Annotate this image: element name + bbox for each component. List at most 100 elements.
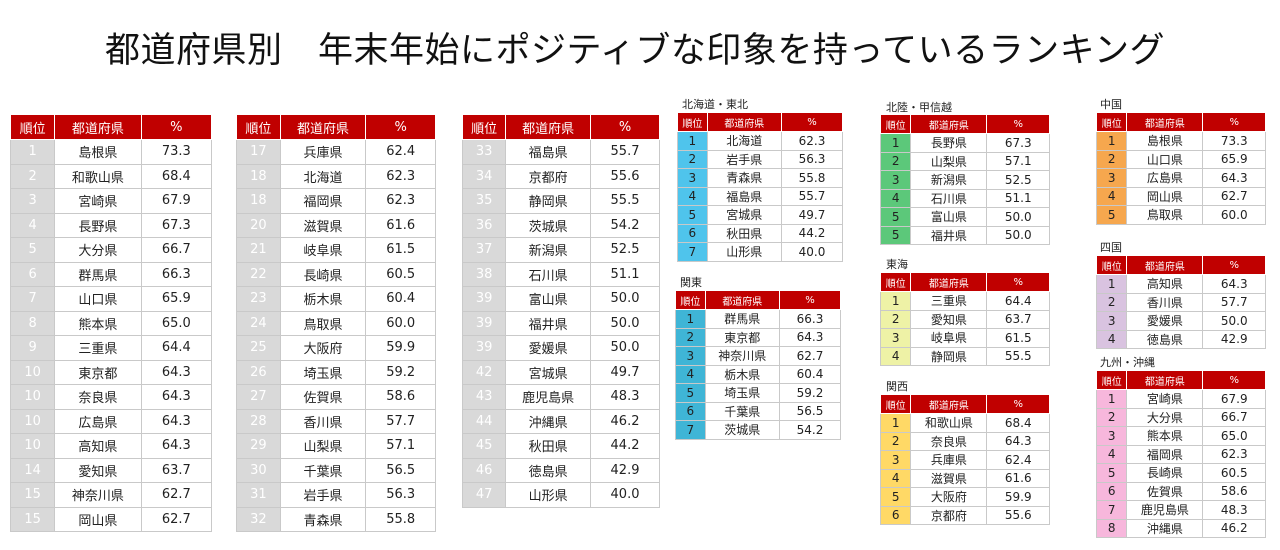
rank-cell: 4 <box>879 188 912 208</box>
prefecture-cell: 滋賀県 <box>279 212 367 238</box>
table-row: 1 島根県 73.3 <box>9 139 213 165</box>
prefecture-header: 都道府県 <box>910 114 988 134</box>
rank-cell: 29 <box>236 433 281 459</box>
percent-cell: 60.0 <box>1202 205 1266 225</box>
percent-cell: 59.9 <box>986 487 1050 507</box>
percent-cell: 68.4 <box>986 413 1050 433</box>
rank-cell: 4 <box>675 364 706 384</box>
table-row: 3 兵庫県 62.4 <box>879 450 1050 470</box>
table-row: 4 福島県 55.7 <box>677 186 844 206</box>
prefecture-cell: 青森県 <box>706 168 782 188</box>
prefecture-cell: 愛媛県 <box>1126 311 1204 331</box>
table-row: 2 岩手県 56.3 <box>677 149 844 169</box>
table-row: 28 香川県 57.7 <box>236 408 436 434</box>
table-row: 5 宮城県 49.7 <box>677 205 844 225</box>
percent-cell: 55.5 <box>986 346 1050 366</box>
table-row: 39 愛媛県 50.0 <box>461 335 660 361</box>
percent-cell: 55.7 <box>590 139 660 165</box>
rank-cell: 31 <box>236 482 281 508</box>
rank-cell: 6 <box>1095 481 1128 501</box>
rank-cell: 37 <box>461 237 507 263</box>
page-title: 都道府県別 年末年始にポジティブな印象を持っているランキング <box>104 31 1166 71</box>
table-row: 24 鳥取県 60.0 <box>236 310 436 336</box>
rank-cell: 1 <box>1095 274 1128 294</box>
percent-cell: 63.7 <box>140 457 213 483</box>
rank-cell: 30 <box>236 457 281 483</box>
table-row: 25 大阪府 59.9 <box>236 335 436 361</box>
table-row: 47 山形県 40.0 <box>461 482 660 508</box>
table-row: 2 愛知県 63.7 <box>879 309 1050 329</box>
percent-header: % <box>780 112 844 132</box>
prefecture-cell: 山形県 <box>706 242 782 262</box>
rank-cell: 39 <box>461 310 507 336</box>
percent-cell: 55.7 <box>780 186 844 206</box>
rank-cell: 6 <box>879 505 912 525</box>
prefecture-cell: 徳島県 <box>1126 329 1204 349</box>
percent-cell: 56.3 <box>365 482 436 508</box>
prefecture-cell: 高知県 <box>54 433 142 459</box>
prefecture-cell: 和歌山県 <box>910 413 988 433</box>
prefecture-cell: 岡山県 <box>54 506 142 532</box>
rank-header: 順位 <box>879 272 912 292</box>
percent-cell: 68.4 <box>140 163 213 189</box>
rank-header: 順位 <box>677 112 708 132</box>
percent-cell: 50.0 <box>590 335 660 361</box>
prefecture-cell: 滋賀県 <box>910 468 988 488</box>
percent-cell: 64.3 <box>140 384 213 410</box>
table-row: 45 秋田県 44.2 <box>461 433 660 459</box>
table-row: 7 茨城県 54.2 <box>675 420 842 440</box>
prefecture-cell: 佐賀県 <box>1126 481 1204 501</box>
prefecture-cell: 広島県 <box>54 408 142 434</box>
percent-header: % <box>986 114 1050 134</box>
percent-cell: 56.3 <box>780 149 844 169</box>
percent-cell: 57.7 <box>1202 292 1266 312</box>
rank-cell: 2 <box>675 327 706 347</box>
rank-cell: 7 <box>675 420 706 440</box>
percent-cell: 55.6 <box>590 163 660 189</box>
region-caption-kyushu-okinawa: 九州・沖縄 <box>1100 356 1155 369</box>
table-row: 4 滋賀県 61.6 <box>879 468 1050 488</box>
percent-header: % <box>986 272 1050 292</box>
rank-cell: 7 <box>677 242 708 262</box>
percent-cell: 44.2 <box>590 433 660 459</box>
table-row: 6 群馬県 66.3 <box>9 261 213 287</box>
prefecture-header: 都道府県 <box>910 272 988 292</box>
table-row: 5 福井県 50.0 <box>879 225 1050 245</box>
prefecture-cell: 熊本県 <box>1126 426 1204 446</box>
table-row: 2 山口県 65.9 <box>1095 149 1266 169</box>
rank-cell: 4 <box>879 346 912 366</box>
percent-cell: 63.7 <box>986 309 1050 329</box>
rank-cell: 5 <box>1095 463 1128 483</box>
prefecture-header: 都道府県 <box>1126 370 1204 390</box>
region-caption-tokai: 東海 <box>886 258 908 271</box>
prefecture-cell: 宮城県 <box>706 205 782 225</box>
prefecture-cell: 福井県 <box>505 310 592 336</box>
prefecture-header: 都道府県 <box>505 114 592 140</box>
percent-cell: 62.4 <box>365 139 436 165</box>
region-table-kansai: 順位 都道府県% 1 和歌山県 68.4 2 奈良県 64.3 3 兵庫県 62.4 4 滋賀県 61.6… <box>879 394 1050 525</box>
table-row: 39 福井県 50.0 <box>461 310 660 336</box>
table-header-row: 順位 都道府県% <box>677 112 844 132</box>
rank-cell: 3 <box>879 450 912 470</box>
rank-cell: 5 <box>879 207 912 227</box>
ranking-table-3: 順位 都道府県% 33 福島県 55.7 34 京都府 55.6 35 静岡県 55.5 36 茨城県 5… <box>461 114 660 508</box>
table-row: 9 三重県 64.4 <box>9 335 213 361</box>
table-row: 21 岐阜県 61.5 <box>236 237 436 263</box>
table-row: 42 宮城県 49.7 <box>461 359 660 385</box>
table-row: 18 福岡県 62.3 <box>236 188 436 214</box>
prefecture-cell: 石川県 <box>505 261 592 287</box>
table-row: 10 奈良県 64.3 <box>9 384 213 410</box>
percent-header: % <box>140 114 213 140</box>
prefecture-cell: 岐阜県 <box>910 328 988 348</box>
percent-cell: 62.3 <box>780 131 844 151</box>
table-row: 36 茨城県 54.2 <box>461 212 660 238</box>
rank-cell: 5 <box>677 205 708 225</box>
table-row: 1 長野県 67.3 <box>879 133 1050 153</box>
rank-cell: 39 <box>461 286 507 312</box>
prefecture-cell: 鳥取県 <box>279 310 367 336</box>
rank-cell: 44 <box>461 408 507 434</box>
percent-cell: 62.3 <box>365 188 436 214</box>
prefecture-cell: 山形県 <box>505 482 592 508</box>
percent-cell: 40.0 <box>780 242 844 262</box>
percent-cell: 46.2 <box>1202 518 1266 538</box>
